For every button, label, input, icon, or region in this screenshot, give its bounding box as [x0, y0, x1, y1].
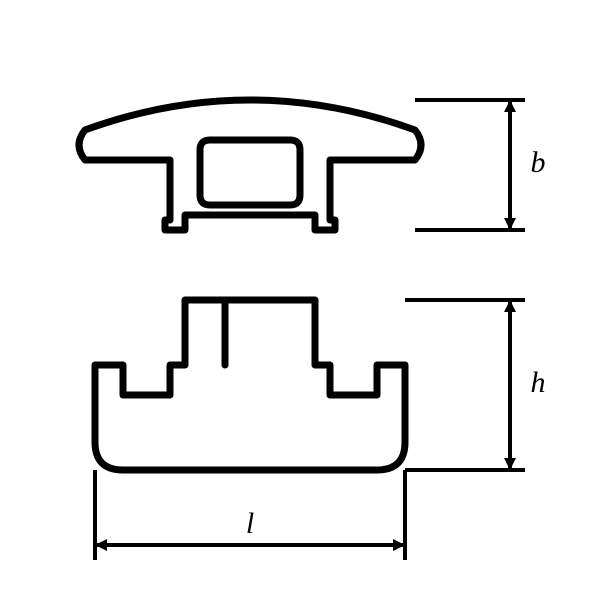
dimension-b-label: b	[531, 146, 546, 179]
technical-drawing: b h l	[0, 0, 600, 600]
dimension-l: l	[95, 470, 405, 560]
bottom-profile-outline	[95, 300, 405, 470]
dimension-h: h	[405, 300, 546, 470]
top-profile-cavity	[200, 140, 300, 205]
dimension-h-label: h	[531, 366, 546, 399]
top-profile-outline	[79, 100, 421, 230]
dimension-l-label: l	[246, 507, 254, 540]
dimension-b: b	[415, 100, 546, 230]
